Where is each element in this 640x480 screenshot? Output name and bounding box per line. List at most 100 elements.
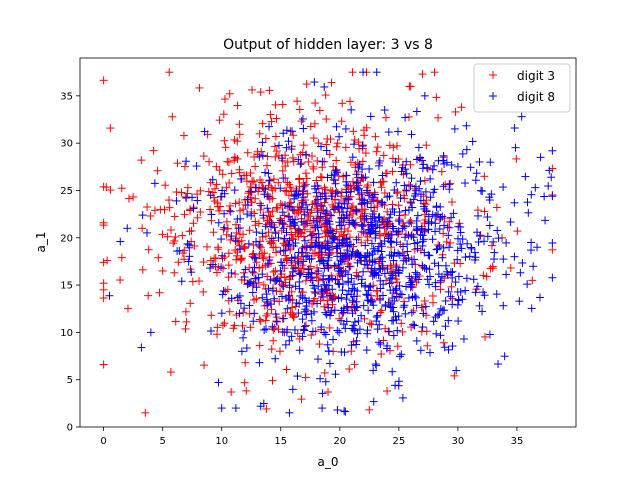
data-point [548,192,557,201]
data-point [146,211,155,220]
data-point [358,222,367,231]
data-point [339,231,348,240]
data-point [321,91,330,100]
data-point [325,250,334,259]
data-point [510,124,519,133]
data-point [483,213,492,222]
data-point [376,340,385,349]
data-point [486,158,495,167]
data-point [394,249,403,258]
data-point [387,238,396,247]
data-point [299,325,308,334]
data-point [321,185,330,194]
data-point [421,302,430,311]
data-point [345,253,354,262]
data-point [180,255,189,264]
data-point [326,135,335,144]
data-point [341,251,350,260]
data-point [364,286,373,295]
data-point [249,317,258,326]
data-point [149,146,158,155]
data-point [376,284,385,293]
data-point [381,113,390,122]
data-point [374,242,383,251]
data-point [329,335,338,344]
data-point [240,327,249,336]
data-point [322,115,331,124]
data-point [451,107,460,116]
data-point [309,162,318,171]
data-point [326,311,335,320]
data-point [333,405,342,414]
data-point [467,244,476,253]
data-point [347,240,356,249]
data-point [348,296,357,305]
data-point [323,296,332,305]
data-point [271,152,280,161]
data-point [490,255,499,264]
data-point [287,145,296,154]
data-point [248,267,257,276]
data-point [153,166,162,175]
data-point [269,267,278,276]
data-point [461,253,470,262]
data-point [393,342,402,351]
data-point [407,130,416,139]
data-point [401,309,410,318]
data-point [345,262,354,271]
data-point [385,279,394,288]
data-point [371,229,380,238]
data-point [444,287,453,296]
data-point [255,129,264,138]
data-point [469,275,478,284]
data-point [338,309,347,318]
data-point [317,323,326,332]
data-point [443,223,452,232]
data-point [386,210,395,219]
data-point [359,228,368,237]
data-point [289,264,298,273]
data-point [203,242,212,251]
data-point [448,300,457,309]
data-point [420,296,429,305]
data-point [432,245,441,254]
y-tick-label: 20 [60,233,73,244]
data-point [428,165,437,174]
data-point [224,249,233,258]
data-point [436,202,445,211]
data-point [316,253,325,262]
data-point [297,159,306,168]
data-point [399,242,408,251]
data-point [367,320,376,329]
data-point [387,250,396,259]
data-point [354,138,363,147]
data-point [447,198,456,207]
y-tick-label: 5 [67,375,73,386]
data-point [439,182,448,191]
data-point [373,143,382,152]
data-point [308,327,317,336]
data-point [288,205,297,214]
data-point [463,239,472,248]
data-point [320,328,329,337]
data-point [220,136,229,145]
data-point [449,209,458,218]
data-point [494,360,503,369]
data-point [346,97,355,106]
data-point [105,291,114,300]
data-point [240,304,249,313]
data-point [365,405,374,414]
data-point [350,135,359,144]
data-point [123,304,132,313]
data-point [258,263,267,272]
data-point [188,193,197,202]
data-point [116,276,125,285]
data-point [447,213,456,222]
data-point [378,291,387,300]
data-point [358,195,367,204]
data-point [395,217,404,226]
data-point [289,131,298,140]
data-point [306,122,315,131]
data-point [283,325,292,334]
data-point [236,299,245,308]
